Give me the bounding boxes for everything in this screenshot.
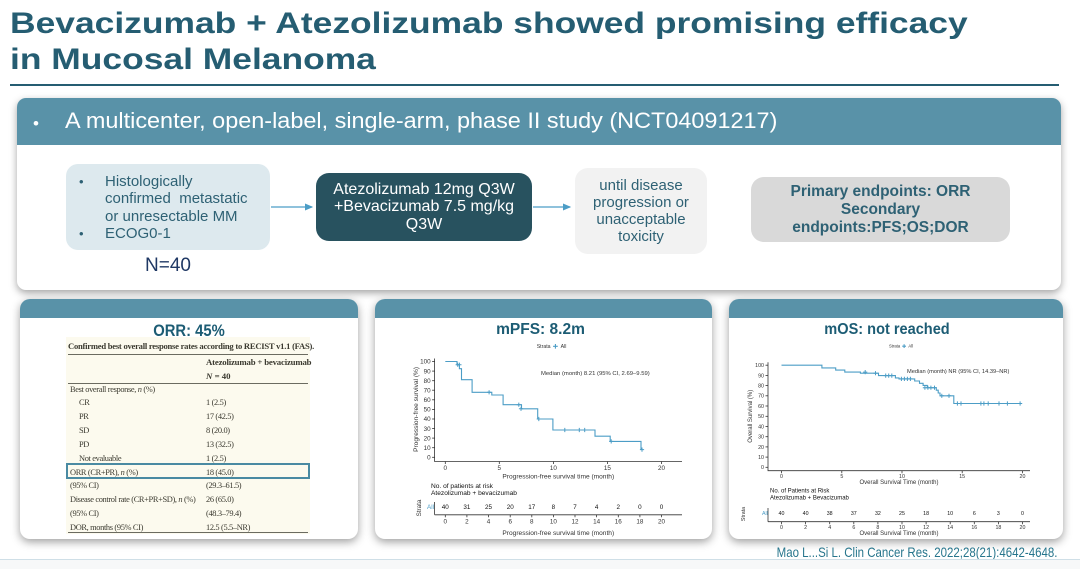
svg-text:8: 8 [530,518,534,525]
svg-text:100: 100 [755,363,764,369]
svg-text:20: 20 [1020,525,1026,531]
svg-text:Atezolizumab + bevacizumab: Atezolizumab + bevacizumab [431,490,517,497]
svg-text:All: All [561,344,567,350]
svg-text:40: 40 [803,511,809,517]
svg-text:80: 80 [424,378,432,385]
svg-text:5: 5 [840,474,843,480]
svg-text:15: 15 [959,474,965,480]
svg-text:7: 7 [573,504,577,511]
svg-text:70: 70 [758,394,764,400]
svg-text:0: 0 [444,518,448,525]
svg-text:90: 90 [758,373,764,379]
svg-text:20: 20 [507,504,515,511]
svg-text:8: 8 [552,504,556,511]
svg-text:20: 20 [758,445,764,451]
svg-text:0: 0 [780,525,783,531]
svg-text:5: 5 [498,465,502,472]
svg-text:20: 20 [424,435,432,442]
svg-text:0: 0 [638,504,642,511]
svg-text:Strata: Strata [416,499,423,516]
svg-text:60: 60 [758,404,764,410]
svg-text:40: 40 [442,504,450,511]
svg-text:25: 25 [485,504,493,511]
svg-text:14: 14 [593,518,601,525]
svg-text:40: 40 [758,424,764,430]
svg-text:Overall Survival Time (month): Overall Survival Time (month) [859,531,938,537]
svg-text:10: 10 [550,465,558,472]
svg-text:Overall Survival Time (month): Overall Survival Time (month) [859,480,938,486]
svg-text:37: 37 [851,511,857,517]
svg-text:Median (month) 8.21 (95% CI, 2: Median (month) 8.21 (95% CI, 2.69–9.59) [541,371,650,377]
svg-text:15: 15 [604,465,612,472]
svg-text:18: 18 [995,525,1001,531]
svg-text:38: 38 [827,511,833,517]
svg-text:20: 20 [658,518,666,525]
svg-text:40: 40 [424,416,432,423]
svg-text:8: 8 [876,525,879,531]
svg-text:0: 0 [427,455,431,462]
svg-text:70: 70 [424,387,432,394]
svg-text:All: All [908,344,913,349]
svg-text:Strata: Strata [889,344,901,349]
svg-text:25: 25 [899,511,905,517]
svg-text:0: 0 [761,465,764,471]
svg-text:12: 12 [923,525,929,531]
svg-text:No. of patients at risk: No. of patients at risk [431,483,494,490]
svg-text:10: 10 [947,511,953,517]
svg-text:2: 2 [804,525,807,531]
svg-text:10: 10 [899,474,905,480]
svg-text:17: 17 [528,504,536,511]
svg-text:Progression-free survival time: Progression-free survival time (month) [502,530,614,537]
svg-text:0: 0 [444,465,448,472]
svg-text:2: 2 [465,518,469,525]
svg-text:Strata: Strata [537,344,551,350]
svg-text:90: 90 [424,368,432,375]
svg-text:3: 3 [997,511,1000,517]
svg-text:Strata: Strata [741,507,747,521]
svg-text:10: 10 [758,455,764,461]
svg-text:10: 10 [424,445,432,452]
svg-text:4: 4 [487,518,491,525]
svg-text:All: All [762,511,768,517]
svg-text:100: 100 [420,359,431,366]
svg-text:6: 6 [852,525,855,531]
svg-text:No. of Patients at Risk: No. of Patients at Risk [770,488,830,494]
svg-text:4: 4 [828,525,831,531]
svg-text:60: 60 [424,397,432,404]
svg-text:80: 80 [758,383,764,389]
svg-text:30: 30 [758,435,764,441]
svg-text:20: 20 [1020,474,1026,480]
svg-text:40: 40 [779,511,785,517]
svg-text:2: 2 [617,504,621,511]
svg-text:50: 50 [758,414,764,420]
svg-text:18: 18 [636,518,644,525]
svg-text:4: 4 [595,504,599,511]
svg-text:0: 0 [780,474,783,480]
svg-text:18: 18 [923,511,929,517]
svg-text:Progression-free survival time: Progression-free survival time (month) [502,473,614,480]
svg-text:31: 31 [463,504,471,511]
svg-text:0: 0 [660,504,664,511]
svg-text:6: 6 [508,518,512,525]
svg-text:0: 0 [1021,511,1024,517]
svg-text:Median (month) NR (95% CI, 14.: Median (month) NR (95% CI, 14.39–NR) [907,369,1010,375]
svg-text:14: 14 [947,525,953,531]
svg-text:50: 50 [424,407,432,414]
svg-text:16: 16 [971,525,977,531]
svg-text:30: 30 [424,426,432,433]
svg-text:Overall Survival (%): Overall Survival (%) [748,390,754,443]
svg-text:10: 10 [899,525,905,531]
svg-text:20: 20 [658,465,666,472]
svg-text:32: 32 [875,511,881,517]
svg-text:10: 10 [550,518,558,525]
svg-text:6: 6 [973,511,976,517]
svg-text:16: 16 [615,518,623,525]
svg-text:Progression-free survival (%): Progression-free survival (%) [413,367,420,452]
svg-text:12: 12 [571,518,579,525]
svg-text:All: All [427,504,434,511]
svg-text:Atezolizumab + Bevacizumab: Atezolizumab + Bevacizumab [770,495,850,501]
